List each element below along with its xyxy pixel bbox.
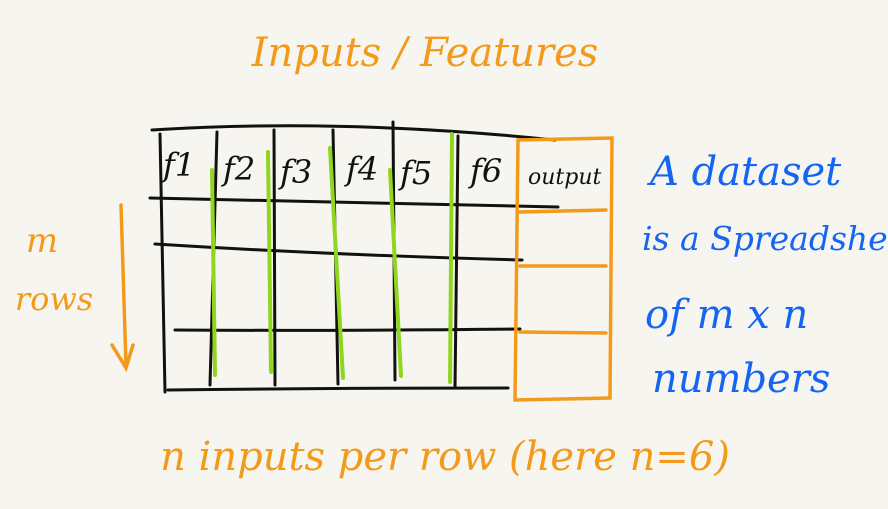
header-f1: f1 — [161, 146, 195, 184]
side-note: A dataset is a Spreadsheet of m x n numb… — [642, 149, 888, 402]
bottom-caption: n inputs per row (here n=6) — [160, 434, 730, 480]
column-divider-2 — [272, 128, 277, 387]
output-row-divider-3 — [518, 330, 608, 335]
feature-highlight-lines — [210, 132, 454, 384]
feature-line-3 — [328, 146, 345, 380]
output-column — [513, 136, 614, 402]
header-f4: f4 — [344, 150, 378, 188]
feature-line-2 — [266, 150, 273, 374]
table-left-border — [158, 132, 167, 394]
row-divider-1 — [153, 242, 524, 262]
rows-label-rows: rows — [15, 280, 93, 318]
table-bottom-border — [166, 386, 510, 392]
header-f6: f6 — [468, 152, 502, 190]
column-headers: f1 f2 f3 f4 f5 f6 output — [161, 146, 602, 192]
side-note-line-2: is a Spreadsheet — [642, 219, 888, 258]
rows-arrow-icon — [110, 203, 135, 373]
feature-line-5 — [448, 132, 454, 384]
side-note-line-1: A dataset — [646, 149, 842, 195]
column-divider-5 — [453, 134, 460, 390]
diagram-title: Inputs / Features — [251, 30, 599, 76]
side-note-line-3: of m x n — [645, 292, 808, 338]
header-row-divider — [148, 196, 560, 209]
header-output: output — [528, 165, 602, 190]
side-note-line-4: numbers — [652, 356, 830, 402]
output-column-border — [513, 136, 614, 402]
row-divider-2 — [173, 327, 522, 332]
feature-line-4 — [388, 168, 403, 378]
feature-line-1 — [210, 168, 217, 377]
header-f3: f3 — [278, 153, 312, 191]
rows-label-m: m — [26, 221, 58, 261]
header-f2: f2 — [221, 150, 255, 188]
output-row-divider-1 — [518, 208, 608, 214]
table-top-border — [150, 124, 557, 142]
header-f5: f5 — [398, 154, 432, 192]
